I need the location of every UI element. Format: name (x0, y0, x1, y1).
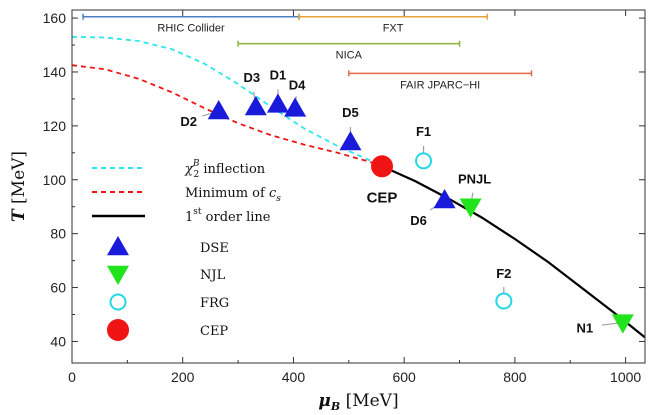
legend-label-0: χB 2 inflection (184, 159, 266, 180)
experiment-ranges: RHIC Collider FXT NICA FAIR JPARC−HI (82, 13, 533, 91)
legend-marker-label-0: DSE (200, 241, 229, 256)
legend-marker-0 (107, 236, 129, 256)
y-tick-label-5: 140 (43, 64, 67, 80)
point-label-n1: N1 (577, 321, 594, 336)
marker-d6 (433, 188, 456, 209)
x-tick-label-5: 1000 (610, 369, 641, 385)
marker-d2 (207, 100, 230, 120)
marker-d5 (339, 131, 362, 151)
legend-label-2: 1st order line (185, 207, 271, 225)
point-label-d5: D5 (342, 105, 359, 120)
x-axis-title: μB [MeV] (318, 391, 398, 413)
range-label-1: FXT (383, 23, 404, 35)
legend-label-1: Minimum of cs (185, 186, 281, 204)
marker-n1 (611, 314, 634, 334)
plot-frame (71, 9, 646, 364)
point-label-pnjl: PNJL (458, 172, 491, 187)
phase-lines (72, 36, 645, 339)
x-tick-label-3: 600 (392, 369, 416, 385)
series-line-1 (72, 64, 383, 168)
x-tick-label-4: 800 (503, 369, 527, 385)
x-tick-label-0: 0 (68, 369, 76, 385)
y-tick-label-6: 160 (43, 10, 67, 26)
legend-marker-label-1: NJL (200, 268, 226, 283)
range-label-2: NICA (336, 50, 363, 62)
y-tick-label-0: 40 (50, 333, 66, 349)
point-label-d2: D2 (180, 114, 197, 129)
y-tick-label-3: 100 (43, 172, 67, 188)
range-label-0: RHIC Collider (157, 23, 225, 35)
marker-d1 (266, 93, 289, 113)
marker-pnjl (459, 198, 482, 218)
marker-f2 (495, 292, 513, 310)
marker-f1 (415, 152, 433, 170)
legend-marker-1 (107, 265, 129, 285)
point-label-d6: D6 (410, 213, 427, 228)
series-line-0 (72, 36, 383, 168)
data-points: D1 D2 D3 D4 D5 D6 PNJL N1 F1 F2 CEP (180, 67, 634, 336)
marker-d4 (284, 97, 307, 117)
axes: 0 200 400 600 800 1000 40 60 80 100 120 140 160 μB [M… (9, 10, 645, 413)
x-tick-label-1: 200 (171, 369, 195, 385)
y-tick-label-1: 60 (50, 280, 66, 296)
legend: χB 2 inflection Minimum of cs 1st order lin… (92, 159, 281, 341)
legend-marker-3 (107, 319, 129, 341)
point-label-d3: D3 (243, 70, 260, 85)
point-label-d4: D4 (289, 77, 306, 92)
legend-marker-2 (109, 293, 127, 311)
legend-marker-label-2: FRG (200, 296, 229, 311)
point-label-cep: CEP (367, 189, 398, 206)
marker-d3 (244, 96, 267, 116)
x-tick-label-2: 400 (282, 369, 306, 385)
y-tick-label-4: 120 (43, 118, 67, 134)
legend-marker-label-3: CEP (200, 324, 228, 339)
range-label-3: FAIR JPARC−HI (400, 79, 480, 91)
point-label-f1: F1 (416, 124, 431, 139)
point-label-d1: D1 (270, 67, 287, 82)
point-callouts (202, 89, 623, 326)
y-tick-label-2: 80 (50, 226, 66, 242)
point-label-f2: F2 (496, 266, 511, 281)
series-line-2 (381, 165, 645, 339)
y-axis-title: T [MeV] (9, 151, 29, 222)
marker-cep (371, 155, 394, 178)
